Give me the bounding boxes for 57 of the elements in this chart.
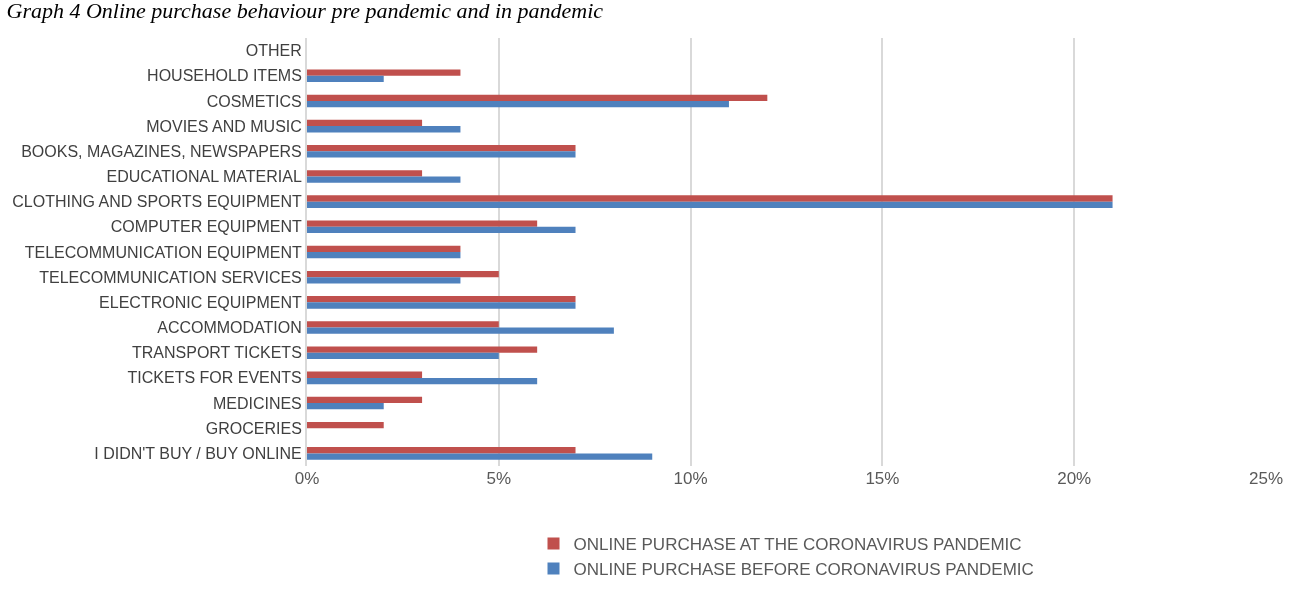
bar [307,176,461,183]
bar [307,75,384,83]
y-tick-label: BOOKS, MAGAZINES, NEWSPAPERS [21,142,302,160]
bar [307,396,423,404]
legend-label: ONLINE PURCHASE BEFORE CORONAVIRUS PANDEMIC [573,560,1034,580]
bar [307,270,499,278]
chart-title: Graph 4 Online purchase behaviour pre pandemic and in pandemic [6,0,604,24]
bar [307,377,538,385]
x-tick-label: 10% [673,469,708,488]
bar [307,346,538,353]
bar [307,126,461,133]
y-tick-label: MEDICINES [212,394,302,412]
x-tick-label: 15% [865,469,900,488]
bar [307,226,576,234]
bar [307,195,1113,202]
bar [307,321,499,328]
bar [307,100,729,108]
y-tick-label: COMPUTER EQUIPMENT [110,218,303,236]
x-tick-label: 25% [1248,469,1284,488]
y-tick-label: GROCERIES [205,419,302,437]
bar [307,245,461,252]
y-tick-label: EDUCATIONAL MATERIAL [106,168,302,186]
y-tick-label: HOUSEHOLD ITEMS [147,67,302,85]
bar [307,447,576,454]
bar [307,220,538,227]
bar [307,302,576,309]
bar [307,252,461,259]
bar [307,277,461,284]
bar [307,296,576,303]
bar [307,453,653,460]
y-tick-label: TICKETS FOR EVENTS [127,369,302,387]
bar [307,94,768,101]
y-tick-label: ELECTRONIC EQUIPMENT [99,293,303,311]
bar [307,371,423,378]
x-tick-label: 20% [1057,469,1092,488]
bar [307,145,576,152]
y-tick-label: COSMETICS [206,92,302,110]
bar [307,201,1113,208]
x-tick-label: 5% [486,469,512,488]
x-tick-label: 0% [294,469,320,488]
y-tick-label: MOVIES AND MUSIC [146,117,302,135]
bar [307,69,461,76]
y-tick-label: ACCOMMODATION [157,319,302,337]
bar [307,421,384,429]
bar [307,170,423,177]
y-tick-label: OTHER [245,42,302,60]
bar [307,327,614,334]
y-tick-label: TRANSPORT TICKETS [131,344,302,362]
legend-label: ONLINE PURCHASE AT THE CORONAVIRUS PANDEMIC [573,535,1022,555]
y-tick-label: I DIDN'T BUY / BUY ONLINE [94,445,302,463]
bar [307,119,423,127]
bar [307,403,384,410]
bar [307,352,499,359]
y-tick-label: TELECOMMUNICATION EQUIPMENT [24,243,303,261]
y-tick-label: TELECOMMUNICATION SERVICES [39,268,302,286]
bar [307,151,576,158]
y-tick-label: CLOTHING AND SPORTS EQUIPMENT [12,193,303,211]
